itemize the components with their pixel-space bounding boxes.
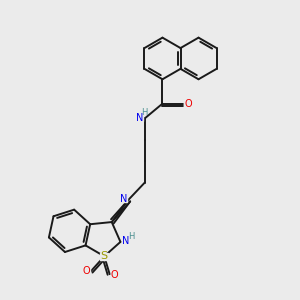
Bar (135, 115, 143, 121)
Text: N: N (122, 236, 130, 246)
Bar (111, 272, 119, 278)
Bar (184, 101, 192, 106)
Text: H: H (141, 108, 148, 117)
Text: N: N (120, 194, 127, 204)
Text: O: O (184, 99, 192, 109)
Text: S: S (101, 251, 108, 261)
Bar (120, 196, 128, 202)
Text: O: O (111, 270, 118, 280)
Text: N: N (136, 113, 143, 123)
Bar (122, 237, 132, 243)
Bar (82, 268, 90, 274)
Text: O: O (82, 266, 90, 277)
Text: H: H (129, 232, 135, 241)
Bar (100, 253, 108, 260)
